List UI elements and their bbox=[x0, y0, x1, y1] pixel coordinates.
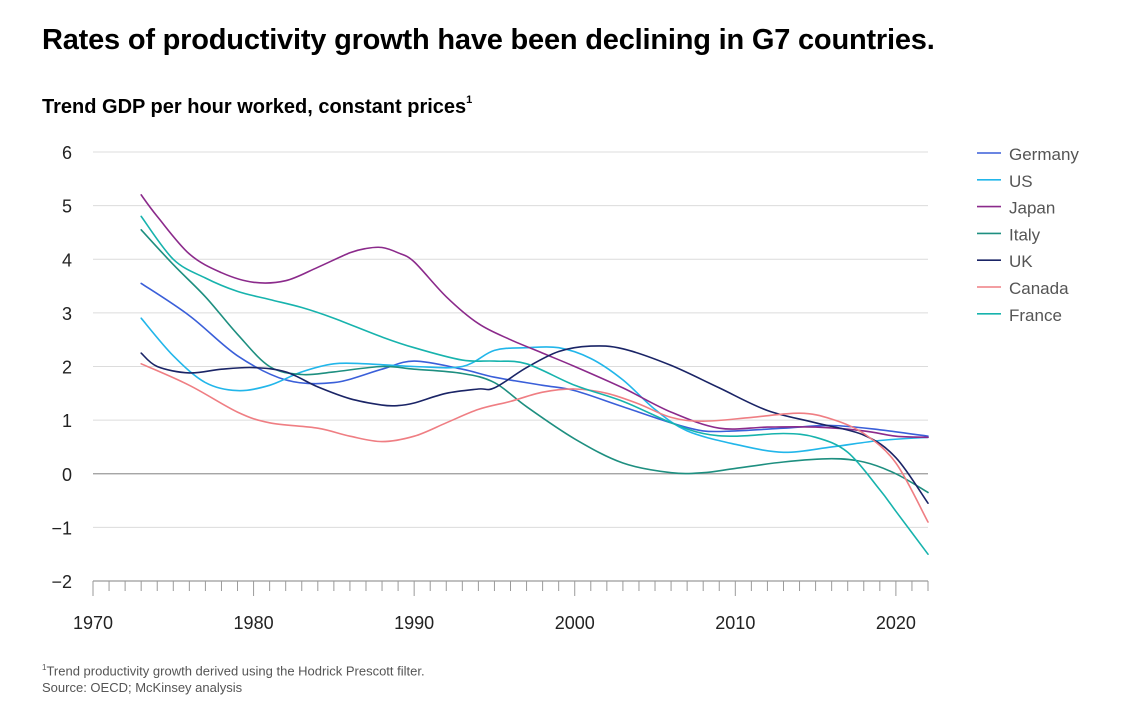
x-tick-label: 1970 bbox=[73, 613, 113, 633]
legend-label-uk: UK bbox=[1009, 252, 1033, 271]
x-tick-label: 2020 bbox=[876, 613, 916, 633]
y-tick-label: 4 bbox=[62, 250, 72, 270]
x-tick-label: 1990 bbox=[394, 613, 434, 633]
y-tick-label: 5 bbox=[62, 197, 72, 217]
series-line-germany bbox=[140, 282, 929, 437]
series-line-us bbox=[140, 317, 929, 454]
y-tick-label: 6 bbox=[62, 143, 72, 163]
y-tick-label: 1 bbox=[62, 411, 72, 431]
footnote: 1Trend productivity growth derived using… bbox=[42, 659, 425, 696]
series-line-canada bbox=[140, 363, 929, 523]
y-tick-label: 3 bbox=[62, 304, 72, 324]
y-tick-label: −2 bbox=[51, 572, 72, 592]
series-lines bbox=[140, 194, 929, 555]
y-tick-label: −1 bbox=[51, 518, 72, 538]
chart-title: Rates of productivity growth have been d… bbox=[42, 24, 935, 56]
x-axis: 1970 1980 1990 2000 2010 2020 bbox=[73, 580, 929, 633]
y-tick-label: 0 bbox=[62, 465, 72, 485]
x-tick-label: 1980 bbox=[234, 613, 274, 633]
y-tick-label: 2 bbox=[62, 358, 72, 378]
legend-label-france: France bbox=[1009, 306, 1062, 325]
series-line-uk bbox=[140, 345, 929, 504]
subtitle-text: Trend GDP per hour worked, constant pric… bbox=[42, 96, 467, 118]
y-axis-labels: 6 5 4 3 2 1 0 −1 −2 bbox=[51, 143, 72, 592]
legend: Germany US Japan Italy UK Canada France bbox=[977, 145, 1079, 325]
series-line-italy bbox=[140, 229, 929, 494]
subtitle-footnote-mark: 1 bbox=[466, 94, 473, 107]
legend-label-us: US bbox=[1009, 172, 1033, 191]
footnote-text: 1Trend productivity growth derived using… bbox=[42, 659, 425, 679]
legend-label-japan: Japan bbox=[1009, 199, 1055, 218]
legend-label-canada: Canada bbox=[1009, 279, 1069, 298]
chart-subtitle: Trend GDP per hour worked, constant pric… bbox=[42, 94, 473, 119]
series-line-japan bbox=[140, 194, 929, 439]
legend-label-italy: Italy bbox=[1009, 225, 1041, 244]
footnote-mark: 1 bbox=[42, 663, 47, 672]
x-tick-label: 2000 bbox=[555, 613, 595, 633]
x-tick-label: 2010 bbox=[715, 613, 755, 633]
source-text: Source: OECD; McKinsey analysis bbox=[42, 680, 243, 696]
footnote-body: Trend productivity growth derived using … bbox=[46, 663, 425, 679]
grid-lines bbox=[93, 151, 928, 528]
legend-label-germany: Germany bbox=[1009, 145, 1079, 164]
series-line-france bbox=[140, 215, 929, 555]
